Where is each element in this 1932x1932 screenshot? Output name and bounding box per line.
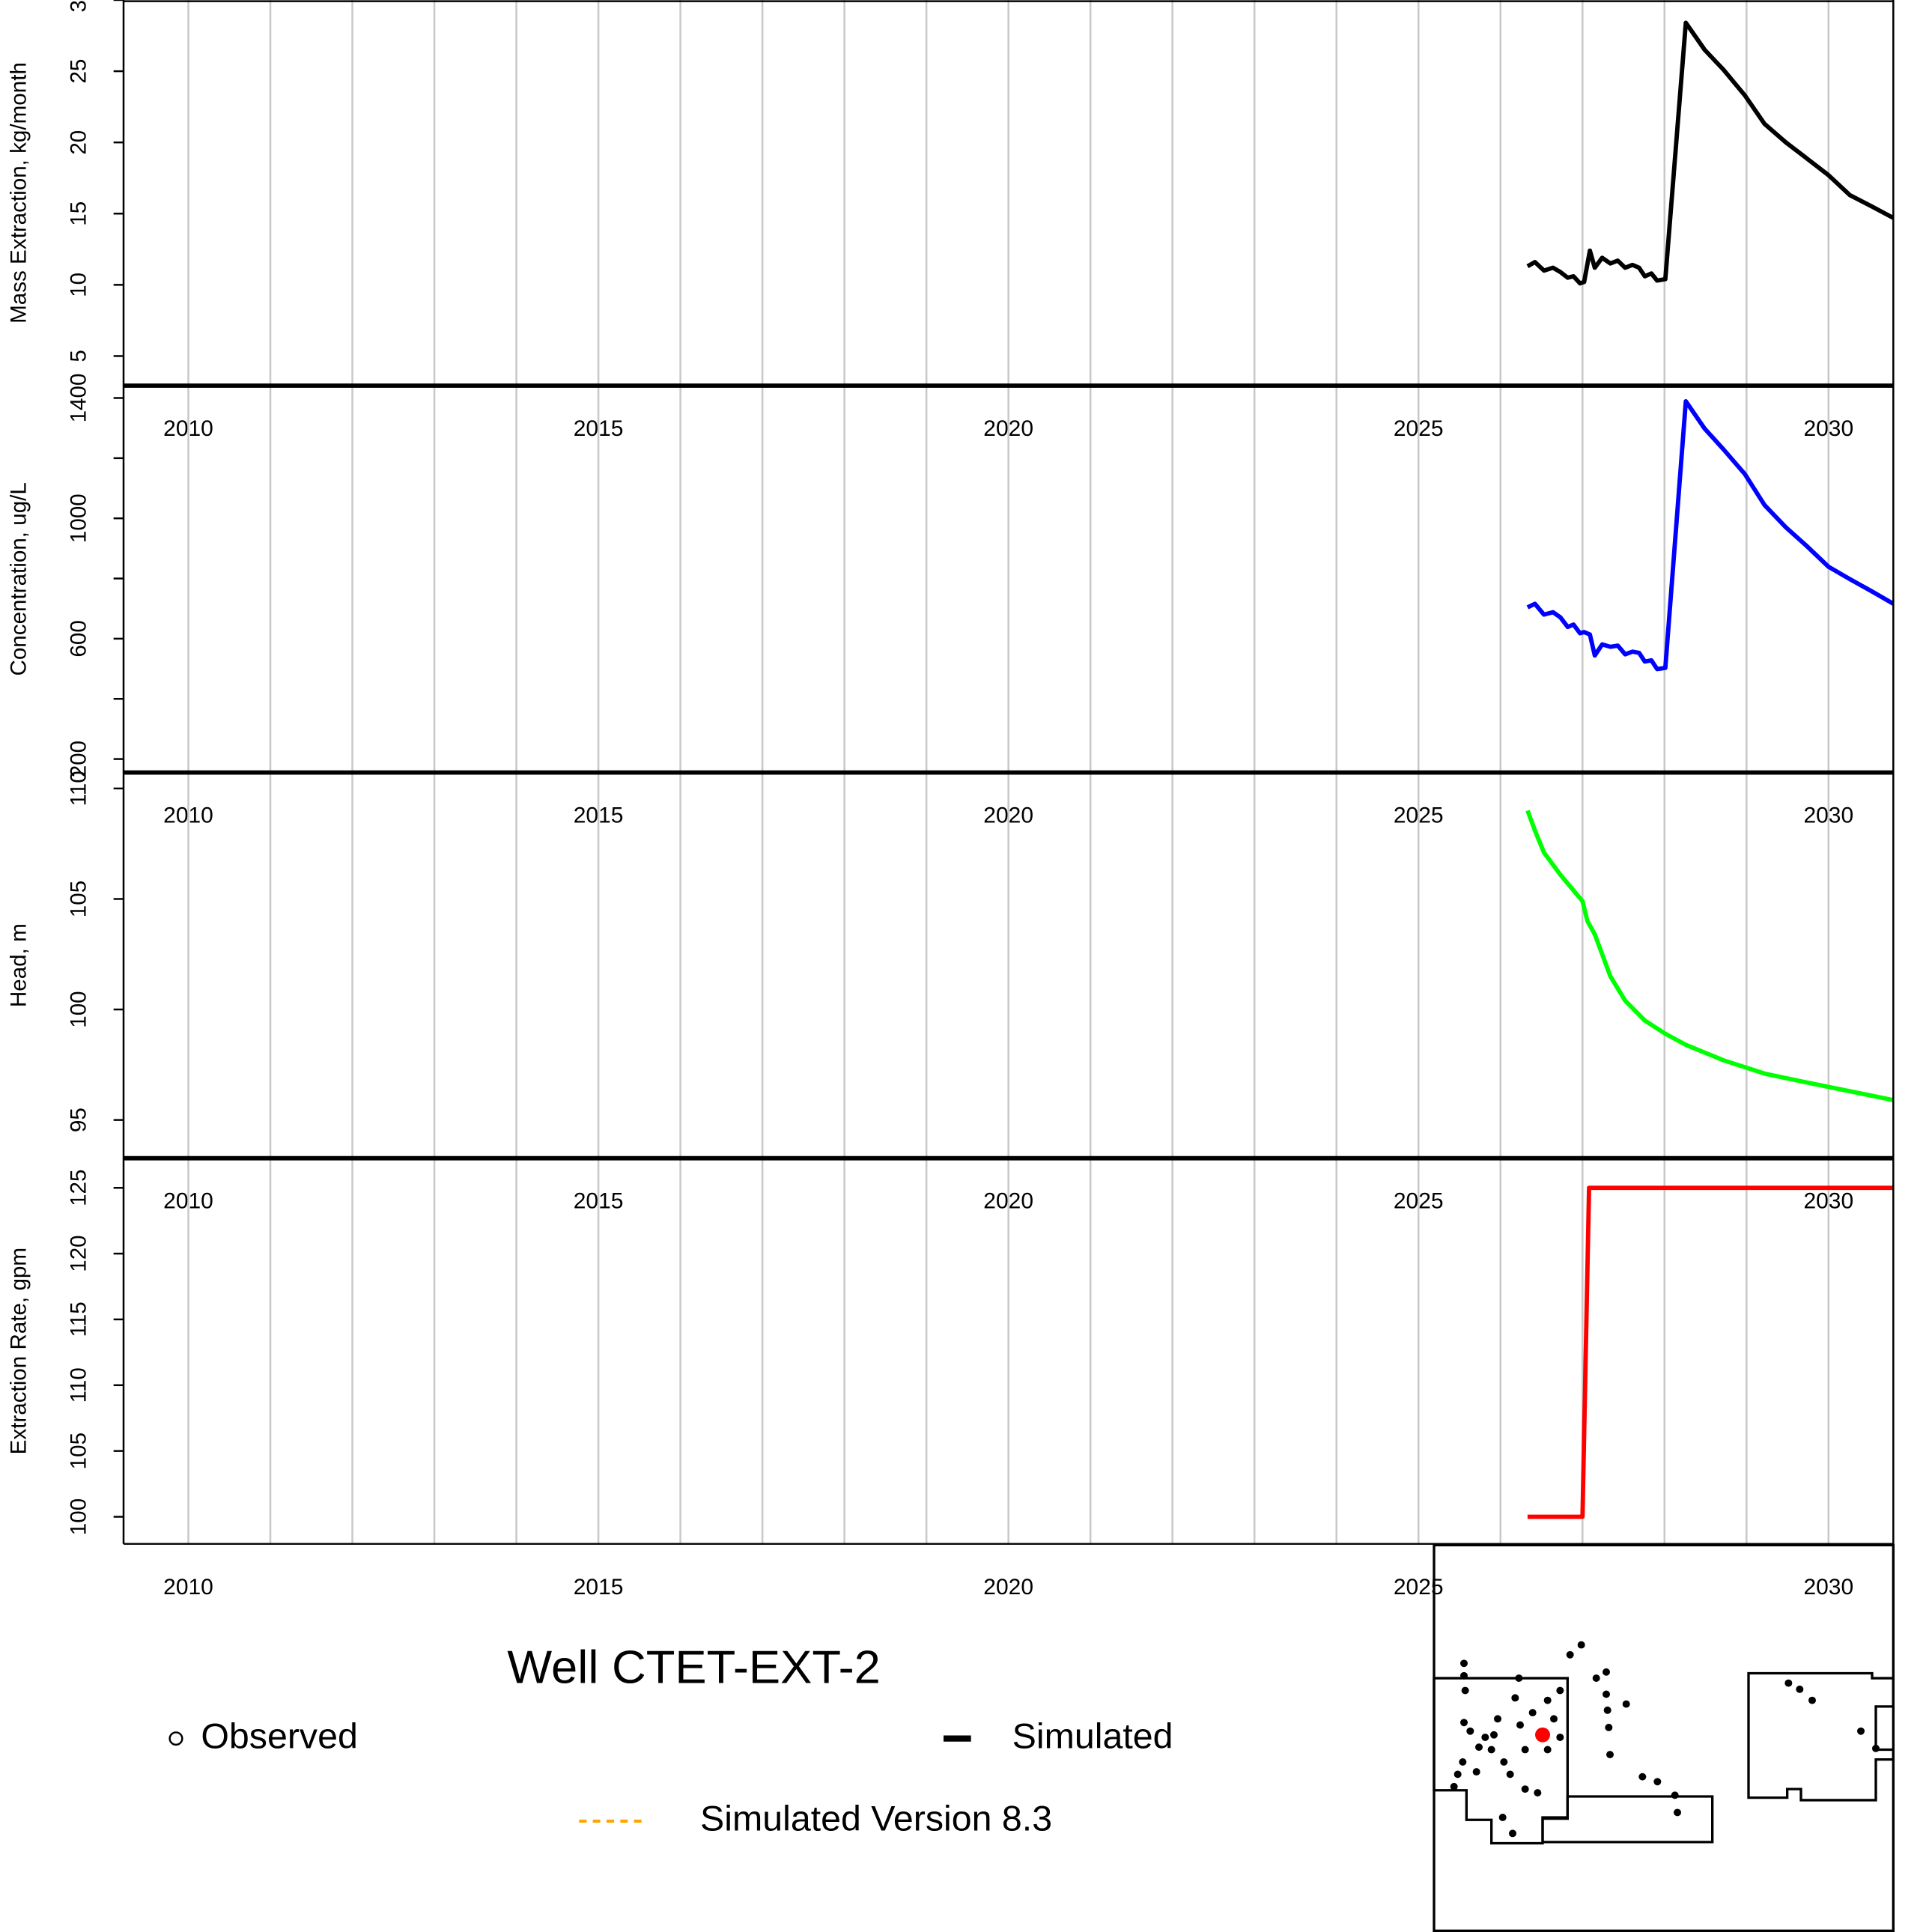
y-tick-label: 100 — [66, 991, 91, 1027]
data-line — [1526, 20, 1895, 286]
y-tick-label: 600 — [66, 620, 91, 657]
y-tick-label: 120 — [66, 1235, 91, 1272]
chart-title: Well CTET-EXT-2 — [507, 1641, 880, 1694]
y-tick-label: 105 — [66, 881, 91, 917]
y-tick-label: 30 — [66, 0, 91, 12]
data-line — [1526, 399, 1895, 672]
y-tick-label: 5 — [66, 350, 91, 362]
y-tick-label: 105 — [66, 1433, 91, 1469]
inset-wells — [1450, 1641, 1880, 1838]
legend-marker — [168, 1731, 183, 1746]
inset-boundary — [1433, 1677, 1569, 1845]
y-tick-label: 125 — [66, 1170, 91, 1206]
y-tick-label: 115 — [66, 1301, 91, 1337]
y-tick-label: 95 — [66, 1108, 91, 1132]
y-axis-label: Mass Extraction, kg/month — [6, 62, 31, 323]
inset-boundary — [1541, 1795, 1714, 1844]
y-tick-label: 1000 — [66, 493, 91, 543]
legend-label: Simulated — [1012, 1717, 1173, 1757]
x-tick-label: 2025 — [1394, 1575, 1444, 1600]
y-tick-label: 110 — [66, 771, 91, 806]
legend-label: Observed — [201, 1717, 358, 1757]
inset-frame — [1433, 1543, 1895, 1932]
data-line — [1525, 809, 1894, 1102]
y-tick-label: 15 — [66, 201, 91, 226]
inset-boundary — [1747, 1671, 1895, 1802]
selected-well — [1535, 1727, 1550, 1743]
inset-map — [1433, 1543, 1895, 1932]
x-tick-label: 2015 — [574, 1575, 624, 1600]
y-tick-label: 25 — [66, 59, 91, 84]
y-axis-label: Head, m — [6, 923, 31, 1007]
legend-label: Simulated Version 8.3 — [700, 1799, 1052, 1839]
data-line — [1527, 1185, 1894, 1519]
y-tick-label: 110 — [66, 1367, 91, 1403]
x-tick-label: 2030 — [1803, 1575, 1853, 1600]
y-tick-label: 10 — [66, 273, 91, 297]
x-tick-label: 2020 — [983, 1575, 1033, 1600]
y-tick-label: 100 — [66, 1498, 91, 1535]
y-tick-label: 1400 — [66, 374, 91, 423]
x-tick-label: 2010 — [163, 1575, 213, 1600]
y-tick-label: 200 — [66, 741, 91, 777]
y-tick-label: 20 — [66, 130, 91, 155]
y-axis-label: Concentration, ug/L — [6, 482, 31, 675]
y-axis-label: Extraction Rate, gpm — [6, 1248, 31, 1454]
